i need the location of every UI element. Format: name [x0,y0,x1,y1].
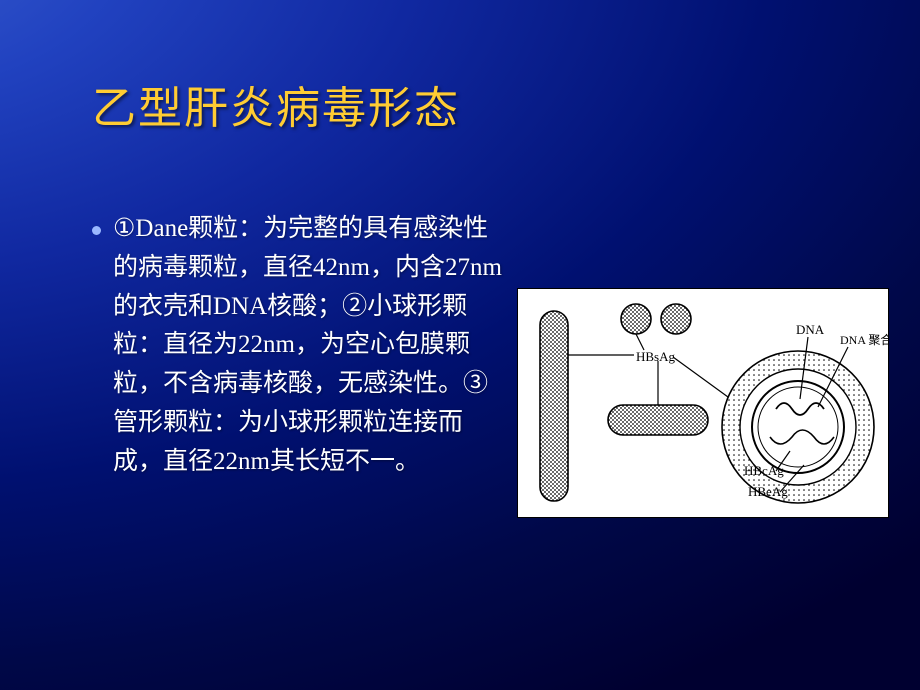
bullet-item: ①Dane颗粒：为完整的具有感染性的病毒颗粒，直径42nm，内含27nm的衣壳和… [92,210,512,481]
small-sphere-2 [661,304,691,334]
tubular-particle [540,311,568,501]
leader-hbsag-dane [673,357,728,397]
short-rod-particle [608,405,708,435]
body-text-area: ①Dane颗粒：为完整的具有感染性的病毒颗粒，直径42nm，内含27nm的衣壳和… [92,210,512,481]
small-sphere-1 [621,304,651,334]
label-dna: DNA [796,322,825,337]
label-hbcag: HBcAg [744,463,784,478]
label-hbeag: HBeAg [748,484,788,499]
bullet-icon [92,226,101,235]
label-dna-poly: DNA 聚合酶 [840,332,888,347]
label-hbsag: HBsAg [636,349,676,364]
slide-title: 乙型肝炎病毒形态 [92,72,460,136]
bullet-text: ①Dane颗粒：为完整的具有感染性的病毒颗粒，直径42nm，内含27nm的衣壳和… [113,210,512,481]
leader-hbsag-sphere [636,334,644,350]
slide: 乙型肝炎病毒形态 ①Dane颗粒：为完整的具有感染性的病毒颗粒，直径42nm，内… [0,0,920,690]
figure-diagram: HBsAg DNA DNA 聚合酶 HBcAg HBeAg [517,288,889,518]
dane-capsid [752,381,844,473]
